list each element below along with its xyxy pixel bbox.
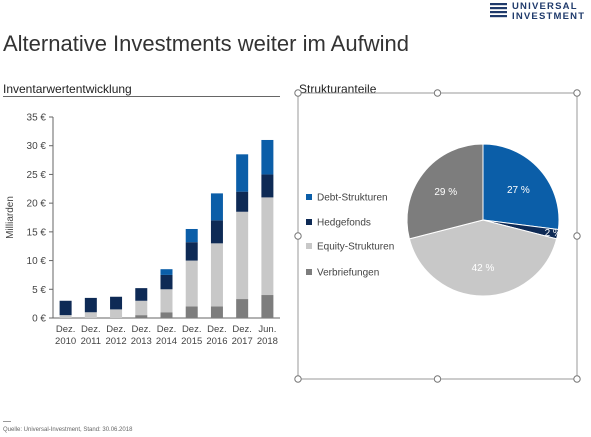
x-tick-label: 2016	[206, 336, 227, 347]
y-tick-label: 20 €	[27, 199, 47, 210]
source-footnote: Quelle: Universal-Investment, Stand: 30.…	[3, 427, 133, 433]
y-tick-label: 30 €	[27, 141, 47, 152]
resize-handle[interactable]	[433, 375, 442, 383]
bar-segment-debt	[261, 139, 274, 175]
x-tick-label: 2013	[131, 336, 152, 347]
bar-segment-debt	[160, 269, 173, 275]
bar-segment-verbr	[210, 306, 223, 318]
bar-segment-equity	[84, 312, 97, 318]
bar-segment-hedge	[261, 174, 274, 198]
bar-segment-verbr	[135, 315, 148, 318]
bar-segment-hedge	[135, 288, 148, 301]
resize-handle[interactable]	[573, 232, 581, 240]
pie-slice-debt	[482, 143, 560, 231]
y-tick-label: 25 €	[27, 170, 47, 181]
x-tick-label: Dez.	[132, 324, 152, 335]
pie-data-label-verbr: 29 %	[434, 187, 457, 198]
bar-segment-hedge	[59, 300, 72, 316]
bar-segment-equity	[59, 315, 72, 318]
x-tick-label: Dez.	[81, 324, 101, 335]
bar-segment-debt	[210, 193, 223, 221]
x-tick-label: 2010	[55, 336, 76, 347]
x-tick-label: Dez.	[157, 324, 177, 335]
resize-handle[interactable]	[294, 232, 302, 240]
y-tick-label: 15 €	[27, 227, 47, 238]
bar-segment-equity	[236, 211, 249, 300]
x-tick-label: 2014	[156, 336, 177, 347]
bar-segment-debt	[185, 228, 198, 243]
x-tick-label: Dez.	[207, 324, 227, 335]
legend-label-debt: Debt-Strukturen	[317, 193, 388, 204]
x-tick-label: 2012	[105, 336, 126, 347]
pie-slice-equity	[408, 219, 558, 297]
x-tick-label: Dez.	[182, 324, 202, 335]
bar-segment-equity	[261, 197, 274, 296]
bar-segment-verbr	[185, 306, 198, 318]
bar-segment-hedge	[210, 220, 223, 244]
pie-data-label-debt: 27 %	[507, 185, 530, 196]
logo-text-line1: UNIVERSAL	[512, 1, 578, 12]
y-axis-label: Milliarden	[5, 196, 16, 239]
section-title-nav: Inventarwertentwicklung	[3, 82, 132, 96]
x-tick-label: Jun.	[258, 324, 276, 335]
bar-segment-equity	[135, 300, 148, 316]
pie-data-label-equity: 42 %	[472, 263, 495, 274]
bar-segment-hedge	[185, 242, 198, 261]
legend-swatch-equity	[306, 243, 312, 249]
bar-segment-verbr	[160, 312, 173, 318]
resize-handle[interactable]	[433, 89, 442, 97]
x-tick-label: 2017	[232, 336, 253, 347]
bar-segment-hedge	[84, 297, 97, 313]
nav-bar-chart: Milliarden 0 € 5 € 10 € 15 € 20 € 25 € 30 € 35 €…	[5, 113, 280, 347]
pie-data-label-hedge: 2 %	[545, 228, 562, 239]
bar-segment-equity	[185, 260, 198, 307]
y-tick-label: 35 €	[27, 113, 47, 124]
pie-slice-verbr	[406, 143, 484, 240]
legend-swatch-verbr	[306, 269, 312, 275]
brand-logo: UNIVERSAL INVESTMENT	[490, 0, 590, 24]
bar-segment-debt	[236, 154, 249, 192]
bar-segment-verbr	[261, 295, 274, 318]
bar-segment-equity	[110, 309, 123, 318]
x-tick-label: 2011	[81, 336, 101, 347]
resize-handle[interactable]	[573, 375, 581, 383]
section-divider-left	[3, 96, 280, 97]
bar-segment-equity	[210, 243, 223, 307]
bar-segment-verbr	[236, 299, 249, 318]
logo-mark-icon	[490, 3, 507, 18]
resize-handle[interactable]	[573, 89, 581, 97]
x-tick-label: Dez.	[232, 324, 252, 335]
resize-handle[interactable]	[294, 375, 302, 383]
bar-segment-hedge	[236, 191, 249, 212]
page-title: Alternative Investments weiter im Aufwin…	[3, 31, 409, 56]
structure-pie-chart[interactable]: Debt-Strukturen Hedgefonds Equity-Struktur…	[288, 86, 588, 386]
legend-label-verbr: Verbriefungen	[317, 268, 379, 279]
logo-text-line2: INVESTMENT	[512, 11, 586, 22]
y-tick-label: 5 €	[32, 285, 46, 296]
x-tick-label: 2018	[257, 336, 278, 347]
x-tick-label: Dez.	[106, 324, 126, 335]
x-tick-label: 2015	[181, 336, 202, 347]
y-tick-label: 10 €	[27, 256, 47, 267]
legend-label-equity: Equity-Strukturen	[317, 242, 394, 253]
y-tick-label: 0 €	[32, 314, 46, 325]
bar-segment-equity	[160, 289, 173, 313]
x-tick-label: Dez.	[56, 324, 76, 335]
legend-swatch-debt	[306, 194, 312, 200]
footer-divider	[3, 421, 11, 422]
legend-label-hedge: Hedgefonds	[317, 218, 371, 229]
legend-swatch-hedge	[306, 219, 312, 225]
resize-handle[interactable]	[294, 89, 302, 97]
bar-segment-hedge	[110, 296, 123, 310]
bar-segment-hedge	[160, 274, 173, 290]
